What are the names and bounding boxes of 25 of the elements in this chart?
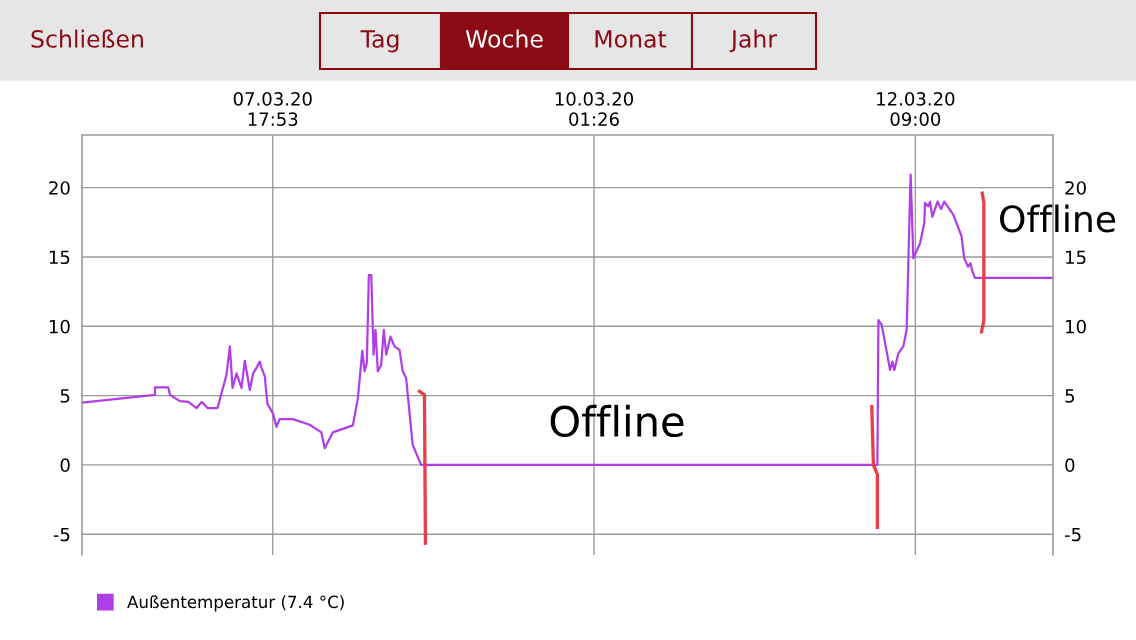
y-tick-label: 0	[60, 458, 70, 473]
legend-label: Außentemperatur (7.4 °C)	[127, 595, 344, 612]
y-tick-label: 15	[49, 250, 70, 265]
text: Schließen	[31, 29, 143, 48]
y-tick-label: 5	[60, 389, 70, 403]
annotation: Offline	[550, 404, 684, 438]
y-tick-label: 20	[49, 181, 70, 195]
text: Monat	[595, 30, 667, 48]
y2-tick-label: 5	[1065, 389, 1075, 403]
text: Woche	[465, 29, 543, 48]
text: Jahr	[729, 29, 778, 53]
line-series	[870, 405, 880, 529]
x-tick-label: 07.03.20 17:53	[233, 92, 312, 126]
y2-tick-label: 10	[1066, 319, 1086, 334]
annotation: Offline	[1000, 204, 1116, 233]
line-series	[979, 191, 986, 334]
x-tick-label: 10.03.20 01:26	[555, 92, 634, 126]
y-tick-label: 10	[49, 319, 70, 334]
y-tick-label: -5	[53, 527, 70, 542]
text: Tag	[360, 30, 399, 53]
x-tick-label: 12.03.20 09:00	[877, 92, 955, 126]
y2-tick-label: 0	[1065, 458, 1075, 473]
y2-tick-label: 15	[1066, 250, 1086, 265]
y2-tick-label: -5	[1064, 527, 1081, 542]
y2-tick-label: 20	[1065, 181, 1086, 195]
